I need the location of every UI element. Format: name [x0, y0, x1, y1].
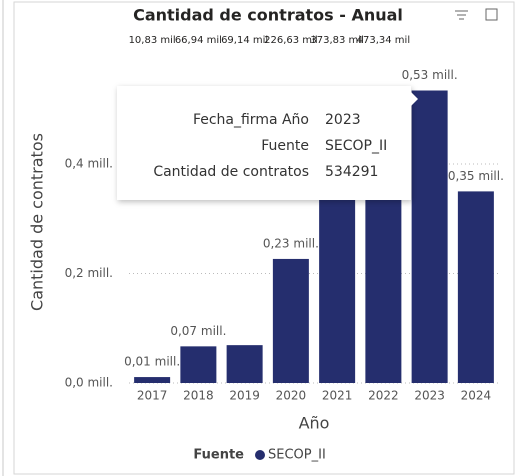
x-tick-label: 2018 — [183, 389, 214, 403]
x-tick-label: 2021 — [322, 389, 353, 403]
legend-swatch — [255, 450, 265, 460]
legend-title: Fuente — [193, 448, 244, 463]
annotation: 66,94 mil — [175, 35, 222, 46]
tooltip-key: Fecha_firma Año — [193, 112, 309, 128]
tooltip-value: 2023 — [325, 112, 361, 128]
tooltip-pointer — [411, 92, 418, 106]
visual-border — [13, 1, 515, 475]
bar — [180, 346, 217, 383]
y-axis-title: Cantidad de contratos — [28, 133, 47, 311]
x-tick-label: 2019 — [229, 389, 260, 403]
annotation: 69,14 mil — [221, 35, 268, 46]
filter-icon[interactable] — [455, 10, 468, 20]
x-tick-label: 2017 — [137, 389, 168, 403]
tooltip-key: Cantidad de contratos — [153, 164, 309, 180]
tooltip-value: 534291 — [325, 164, 378, 180]
legend-label: SECOP_II — [268, 448, 326, 463]
annotation: 226,63 mil — [264, 35, 317, 46]
chart-title: Cantidad de contratos - Anual — [133, 6, 403, 25]
annotation: 373,83 mil — [310, 35, 363, 46]
data-label: 0,53 mill. — [402, 68, 458, 82]
bar — [457, 191, 494, 383]
x-tick-label: 2022 — [368, 389, 399, 403]
annotation: 473,34 mil — [357, 35, 410, 46]
x-tick-label: 2023 — [414, 389, 445, 403]
bar — [411, 90, 448, 383]
data-label: 0,35 mill. — [448, 169, 504, 183]
tooltip-key: Fuente — [261, 138, 309, 154]
y-tick-label: 0,2 mill. — [65, 266, 113, 280]
bar — [226, 345, 263, 383]
x-tick-label: 2020 — [276, 389, 307, 403]
bar — [272, 258, 309, 383]
data-label: 0,07 mill. — [170, 324, 226, 338]
tooltip-value: SECOP_II — [325, 138, 387, 154]
y-tick-label: 0,4 mill. — [65, 157, 113, 171]
bar — [319, 178, 356, 383]
x-axis-title: Año — [299, 414, 330, 433]
tooltip-box — [117, 86, 411, 200]
x-tick-label: 2024 — [461, 389, 492, 403]
bar — [134, 377, 171, 383]
data-label: 0,23 mill. — [263, 236, 319, 250]
annotation: 10,83 mil — [129, 35, 176, 46]
focus-icon[interactable] — [485, 8, 498, 21]
y-tick-label: 0,0 mill. — [65, 376, 113, 390]
data-label: 0,01 mill. — [124, 355, 180, 369]
